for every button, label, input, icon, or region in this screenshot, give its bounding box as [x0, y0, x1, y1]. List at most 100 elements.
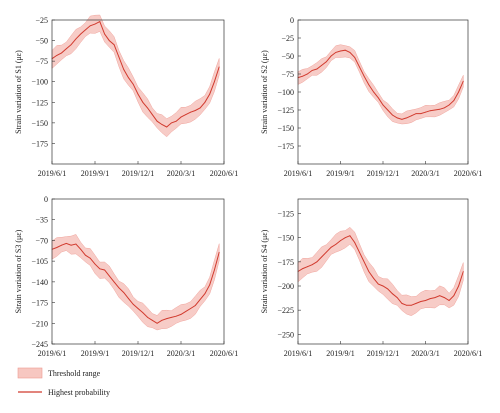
data-point: [406, 117, 407, 119]
x-tick-label: 2019/12/1: [367, 349, 399, 358]
data-point: [185, 311, 187, 312]
y-tick-label: −175: [277, 258, 294, 267]
data-point: [368, 84, 370, 86]
data-point: [127, 298, 129, 299]
data-point: [214, 81, 215, 83]
y-tick-label: 0: [290, 16, 294, 25]
data-point: [214, 269, 215, 271]
data-point: [377, 283, 379, 285]
data-point: [410, 304, 412, 306]
threshold-band: [297, 44, 464, 125]
y-tick-label: −50: [281, 52, 294, 61]
chart-panel-s1: −25 −50 −75 −100 −125 −150 −175 2019/6/1 2019/9/…: [14, 14, 238, 178]
data-point: [151, 319, 153, 321]
data-point: [61, 52, 62, 54]
y-tick-label: −25: [281, 34, 294, 43]
data-point: [180, 116, 182, 118]
threshold-band: [51, 14, 220, 138]
x-tick-label: 2020/3/1: [167, 349, 195, 358]
data-point: [166, 126, 168, 128]
data-point: [458, 285, 459, 287]
legend: Threshold range Highest probability: [17, 367, 110, 397]
data-point: [325, 61, 327, 63]
data-point: [415, 303, 417, 304]
data-point: [204, 101, 206, 103]
chart-panels: −25 −50 −75 −100 −125 −150 −175 2019/6/1 2019/9/…: [14, 14, 482, 358]
data-point: [113, 44, 115, 46]
x-tick-label: 2019/12/1: [122, 169, 154, 178]
data-point: [171, 317, 172, 318]
x-tick-label: 2019/12/1: [122, 349, 154, 358]
y-axis-label: Strain variation of S4 (με): [260, 229, 269, 313]
data-point: [142, 312, 144, 313]
data-point: [335, 244, 337, 245]
y-tick-label: −125: [277, 106, 294, 115]
data-point: [392, 293, 393, 295]
x-tick-label: 2019/6/1: [38, 169, 66, 178]
data-point: [70, 44, 72, 46]
data-point: [392, 114, 393, 116]
data-point: [373, 277, 374, 279]
data-point: [218, 251, 220, 253]
data-point: [434, 109, 436, 111]
data-point: [199, 107, 201, 109]
data-point: [311, 70, 313, 71]
data-point: [462, 80, 464, 82]
x-tick-label: 2019/6/1: [284, 169, 312, 178]
data-point: [156, 120, 158, 122]
data-point: [344, 237, 346, 239]
y-tick-label: −200: [277, 282, 294, 291]
y-tick-label: −125: [277, 210, 294, 219]
data-point: [420, 301, 422, 302]
data-point: [335, 52, 337, 53]
data-point: [410, 115, 412, 117]
y-tick-label: −225: [277, 306, 294, 315]
data-point: [344, 49, 346, 51]
data-point: [80, 33, 82, 35]
data-point: [123, 292, 125, 293]
data-point: [330, 55, 332, 57]
data-point: [439, 108, 441, 110]
x-tick-label: 2020/3/1: [411, 169, 439, 178]
y-tick-label: −245: [31, 340, 48, 349]
data-point: [75, 243, 77, 245]
data-point: [458, 91, 459, 93]
data-point: [462, 271, 464, 272]
legend-threshold-swatch: [17, 367, 43, 379]
data-point: [108, 275, 110, 277]
data-point: [118, 287, 120, 289]
y-tick-label: −175: [31, 139, 48, 148]
threshold-band: [51, 234, 220, 331]
data-point: [396, 117, 398, 119]
x-tick-label: 2020/6/1: [454, 169, 482, 178]
legend-highest-label: Highest probability: [48, 388, 110, 397]
plot-frame: [51, 198, 225, 345]
data-point: [209, 284, 211, 286]
y-axis-label: Strain variation of S1 (με): [14, 50, 23, 134]
data-point: [387, 288, 389, 290]
data-point: [420, 113, 422, 114]
y-axis-label: Strain variation of S2 (με): [260, 50, 269, 134]
data-point: [448, 104, 450, 106]
y-tick-label: −175: [277, 142, 294, 151]
data-point: [132, 83, 134, 85]
data-point: [444, 107, 445, 109]
data-point: [127, 77, 129, 78]
data-point: [349, 52, 351, 53]
data-point: [363, 75, 365, 77]
y-tick-label: −210: [31, 319, 48, 328]
data-point: [161, 319, 163, 321]
x-tick-label: 2019/9/1: [326, 349, 354, 358]
data-point: [340, 50, 341, 52]
data-point: [321, 256, 322, 258]
x-tick-label: 2019/9/1: [81, 349, 109, 358]
x-tick-label: 2019/9/1: [81, 169, 109, 178]
data-point: [190, 111, 192, 113]
data-point: [401, 119, 403, 120]
data-point: [311, 264, 313, 266]
data-point: [156, 322, 158, 324]
data-point: [89, 25, 91, 27]
data-point: [94, 263, 96, 265]
